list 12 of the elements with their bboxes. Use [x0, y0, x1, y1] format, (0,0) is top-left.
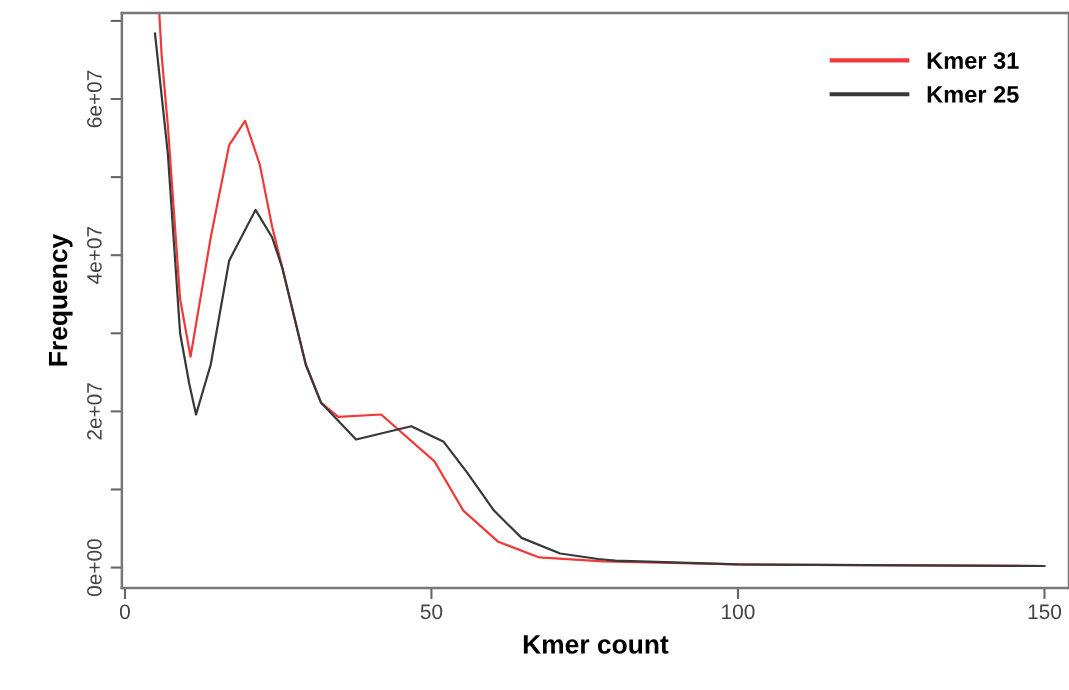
y-tick-label: 4e+07 [87, 226, 102, 284]
y-tick-label: 0e+00 [87, 539, 102, 597]
y-tick-label: 2e+07 [87, 383, 102, 440]
x-tick-label: 100 [722, 604, 755, 620]
x-tick-label: 50 [420, 604, 443, 620]
y-tick-label: 6e+07 [87, 70, 102, 128]
legend-label: Kmer 31 [927, 52, 1019, 69]
x-tick-label: 0 [119, 604, 130, 620]
y-axis-title: Frequency [48, 233, 73, 366]
legend-label: Kmer 25 [927, 86, 1019, 103]
x-tick-label: 150 [1028, 604, 1062, 620]
x-axis-title: Kmer count [523, 635, 669, 654]
